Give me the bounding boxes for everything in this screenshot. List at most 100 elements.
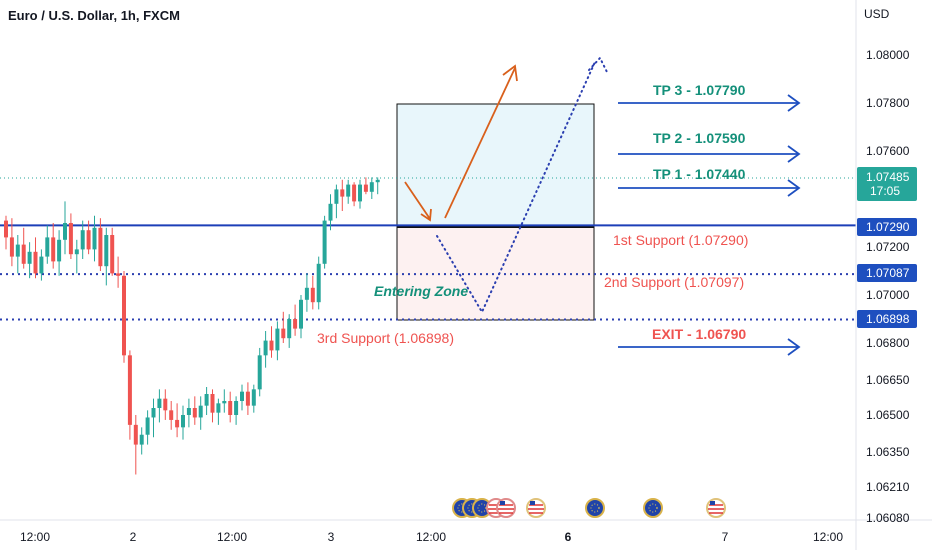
level-price-value: 1.07087 [866,266,910,280]
candle-body [204,394,209,406]
take-profit-arrow-head [787,94,801,112]
candle-body [15,244,20,257]
candle-body [328,203,333,221]
candle-body [163,398,168,411]
take-profit-label: TP 1 - 1.07440 [653,166,746,182]
support-label: 3rd Support (1.06898) [317,330,454,346]
current-price-tag [857,167,917,201]
candle-body [4,220,8,238]
level-price-value: 1.07290 [866,220,910,234]
candle-body [216,403,221,413]
candle-body [352,184,357,202]
candle-body [110,235,115,274]
upper-zone [396,103,595,228]
take-profit-label: TP 3 - 1.07790 [653,82,746,98]
candle-body [139,434,144,445]
us-flag-icon[interactable] [496,498,516,518]
level-price-tag [857,218,917,236]
candle-body [269,340,274,351]
candle-body [68,223,73,255]
candle-body [186,408,191,415]
candle-body [310,287,315,303]
y-tick-label: 1.08000 [866,48,910,62]
candle-body [157,398,162,408]
candle-body [263,340,268,356]
us-flag-icon[interactable] [706,498,726,518]
candle-body [240,391,244,401]
support-label: 2nd Support (1.07097) [604,274,744,290]
x-tick-label: 2 [130,530,137,544]
y-tick-label: 1.06350 [866,445,910,459]
candle-body [169,410,174,420]
candle-body [334,189,339,204]
orange-up-arrow [444,67,516,219]
candle-body [369,182,374,192]
candle-body [116,273,121,276]
candle-body [275,328,280,351]
candle-body [39,256,44,274]
eu-flag-icon[interactable] [472,498,492,518]
orange-down-arrow [404,181,431,220]
take-profit-arrow-head [787,145,801,163]
y-tick-label: 1.06650 [866,373,910,387]
dotted-projection-head [588,56,608,73]
eu-flag-icon[interactable] [585,498,605,518]
candle-body [287,319,292,339]
y-tick-label: 1.06800 [866,336,910,350]
entering-zone-label: Entering Zone [374,283,468,299]
candle-body [21,244,26,264]
exit-label: EXIT - 1.06790 [652,326,746,342]
candle-body [51,237,56,262]
x-tick-label: 6 [565,530,572,544]
candle-body [57,239,62,262]
candle-body [86,230,91,250]
candle-body [27,251,32,264]
bar-countdown: 17:05 [870,184,900,198]
x-tick-label: 12:00 [20,530,50,544]
candle-body [281,328,286,339]
orange-up-arrow-head [502,64,518,82]
x-tick-label: 12:00 [416,530,446,544]
y-tick-label: 1.07600 [866,144,910,158]
candle-body [363,184,368,192]
candle-body [293,319,298,329]
candle-body [316,263,321,303]
candle-body [9,237,14,257]
y-tick-label: 1.07200 [866,240,910,254]
y-tick-label: 1.06210 [866,480,910,494]
candle-body [299,299,303,329]
x-tick-label: 12:00 [217,530,247,544]
candle-body [340,189,345,197]
candle-body [198,405,203,418]
take-profit-label: TP 2 - 1.07590 [653,130,746,146]
candle-body [304,287,309,300]
candle-body [133,424,138,445]
current-price-value: 1.07485 [866,170,910,184]
orange-down-arrow-head [420,208,432,222]
candle-body [228,401,233,415]
take-profit-arrow-head [787,179,801,197]
x-tick-label: 7 [722,530,729,544]
candle-body [127,355,132,425]
candle-body [234,401,239,415]
eu-flag-icon[interactable] [643,498,663,518]
y-tick-label: 1.07000 [866,288,910,302]
candle-body [122,275,126,356]
candle-body [74,249,79,255]
level-price-tag [857,264,917,282]
dotted-projection-path [436,61,596,315]
candle-body [80,230,85,250]
candle-body [210,394,215,413]
y-tick-label: 1.06500 [866,408,910,422]
candle-body [322,220,327,264]
candle-body [175,419,180,428]
candle-body [151,408,156,418]
candle-body [257,355,262,390]
x-tick-label: 3 [328,530,335,544]
y-tick-label: 1.06080 [866,511,910,525]
candle-body [98,227,103,267]
us-flag-icon[interactable] [526,498,546,518]
candle-body [92,227,97,250]
candle-body [192,408,197,418]
